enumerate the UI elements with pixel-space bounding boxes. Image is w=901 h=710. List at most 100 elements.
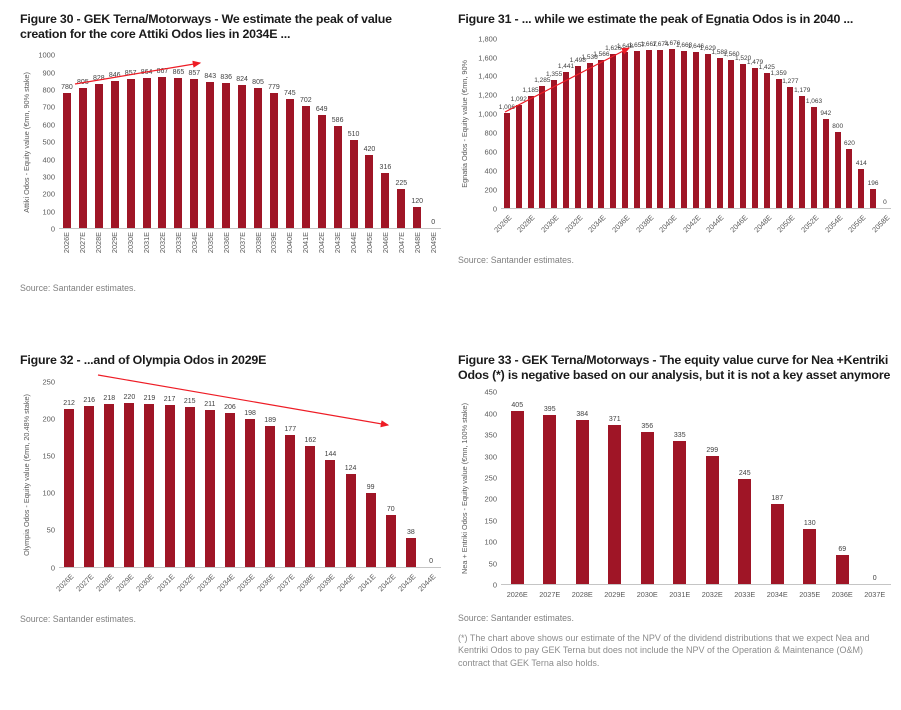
y-tick-label: 150: [484, 516, 497, 526]
bar: [158, 77, 167, 229]
x-tick-label: 2049E: [428, 232, 438, 254]
bar: [669, 49, 676, 208]
bar-slot: 335: [664, 392, 697, 585]
x-tick-label: 2028E: [94, 232, 104, 254]
bar-slot: 510: [346, 55, 362, 229]
egnatia-odos-bar-chart: Egnatia Odos - Equity value (€mn, 90% 0 20…: [458, 34, 891, 243]
bar: [822, 118, 829, 208]
bar-value-label: 0: [872, 575, 877, 583]
bar-slot: 846: [107, 55, 123, 229]
y-axis-label-column: Attiki Odos - Equity value (€mn, 90% sta…: [20, 55, 33, 229]
x-label-slot: 2032E: [696, 585, 729, 601]
bar-slot: 836: [218, 55, 234, 229]
bar: [317, 115, 326, 229]
bar-value-label: 1,359: [770, 70, 787, 78]
bar-value-label: 198: [244, 410, 256, 418]
bar: [510, 410, 524, 585]
x-label-slot: 2030E: [631, 585, 664, 601]
bar: [245, 419, 256, 567]
bar-value-label: 187: [771, 495, 784, 503]
y-tick-label: 0: [492, 580, 497, 590]
y-axis-label: Egnatia Odos - Equity value (€mn, 90%: [460, 59, 469, 188]
x-label-slot: 2048E: [409, 229, 425, 271]
bar-value-label: 800: [832, 123, 844, 131]
x-label-slot: 2050E: [775, 209, 796, 243]
bar-value-label: 1,667: [640, 41, 657, 49]
olympia-odos-bar-chart: Olympia Odos - Equity value (€mn, 20.48%…: [20, 377, 441, 602]
y-tick-label: 0: [50, 563, 55, 573]
bar-slot: 1,536: [581, 39, 598, 208]
x-label-slot: 2035E: [202, 229, 218, 271]
x-axis-labels: 2026E 2027E 2028E 2029E 2030E 2031E 2032E 2033E…: [59, 229, 441, 271]
x-label-slot: 2052E: [799, 209, 820, 243]
chart-plot-area: Egnatia Odos - Equity value (€mn, 90% 0 20…: [458, 34, 891, 213]
bar-value-label: 1,063: [805, 98, 823, 106]
bar: [673, 440, 687, 585]
bar-slot: 316: [377, 55, 393, 229]
bar: [184, 406, 195, 567]
x-label-slot: 2035E: [794, 585, 827, 601]
x-tick-label: 2030E: [636, 590, 658, 600]
bar: [104, 404, 115, 567]
bar-value-label: 0: [429, 557, 433, 565]
bar: [224, 413, 235, 567]
bar-value-label: 867: [156, 68, 169, 76]
x-label-slot: 2026E: [501, 585, 534, 601]
bar: [740, 64, 747, 208]
bar-value-label: 620: [844, 140, 855, 148]
bar-value-label: 1,663: [675, 41, 693, 49]
bar: [94, 84, 103, 229]
bar: [206, 81, 215, 229]
y-tick-label: 400: [42, 155, 55, 165]
y-tick-label: 300: [42, 172, 55, 182]
y-tick-label: 500: [42, 137, 55, 147]
bar-slot: 0: [421, 382, 441, 567]
bar-slot: 1,179: [794, 39, 810, 208]
x-tick-label: 2034E: [766, 590, 788, 600]
bar: [204, 409, 215, 567]
bar-value-label: 219: [143, 394, 156, 402]
bar: [174, 77, 183, 229]
bar-slot: 649: [314, 55, 330, 229]
bar-value-label: 245: [738, 470, 751, 478]
x-label-slot: 2034E: [186, 229, 202, 271]
bar-value-label: 1,560: [723, 51, 740, 59]
chart-plot-area: Attiki Odos - Equity value (€mn, 90% sta…: [20, 51, 441, 234]
bar-slot: 864: [139, 55, 155, 229]
x-tick-label: 2036E: [831, 590, 853, 600]
y-tick-label: 200: [42, 189, 55, 199]
x-label-slot: 2027E: [75, 229, 91, 271]
bar: [586, 62, 593, 208]
bar-value-label: 857: [188, 70, 201, 78]
bar-slot: 414: [855, 39, 867, 208]
bar-slot: 1,629: [700, 39, 716, 208]
y-axis-ticks: 0 100 200 300 400 500 600 700 800 900 1000: [33, 51, 59, 234]
bar-slot: 1,674: [652, 39, 669, 208]
bar-value-label: 211: [204, 400, 216, 408]
y-tick-label: 400: [484, 166, 497, 176]
bar: [835, 554, 849, 585]
x-label-slot: 2026E: [492, 209, 513, 243]
bar: [799, 96, 806, 208]
bar-slot: 1,520: [735, 39, 751, 208]
bar: [681, 50, 688, 208]
y-tick-label: 50: [46, 525, 55, 535]
bar: [349, 139, 358, 229]
x-label-slot: 2038E: [634, 209, 655, 243]
bar-slot: 1,425: [759, 39, 775, 208]
x-label-slot: 2041E: [298, 229, 314, 271]
bars-container: 405 395 384 371 356 335 299 245 187 130 69 0: [501, 392, 891, 585]
x-label-slot: 2029E: [599, 585, 632, 601]
bar-slot: 857: [123, 55, 139, 229]
x-tick-label: 2045E: [364, 232, 374, 254]
figure-30-panel: Figure 30 - GEK Terna/Motorways - We est…: [0, 0, 451, 345]
bar-slot: 215: [180, 382, 200, 567]
x-tick-label: 2033E: [173, 232, 183, 254]
x-label-slot: 2031E: [139, 229, 155, 271]
bar-value-label: 120: [411, 198, 424, 206]
x-tick-label: 2026E: [54, 571, 76, 593]
bar-slot: 420: [362, 55, 378, 229]
bar-value-label: 335: [673, 431, 686, 439]
x-axis-labels: 2026E 2027E 2028E 2029E 2030E 2031E 2032E 2033E…: [501, 585, 891, 601]
